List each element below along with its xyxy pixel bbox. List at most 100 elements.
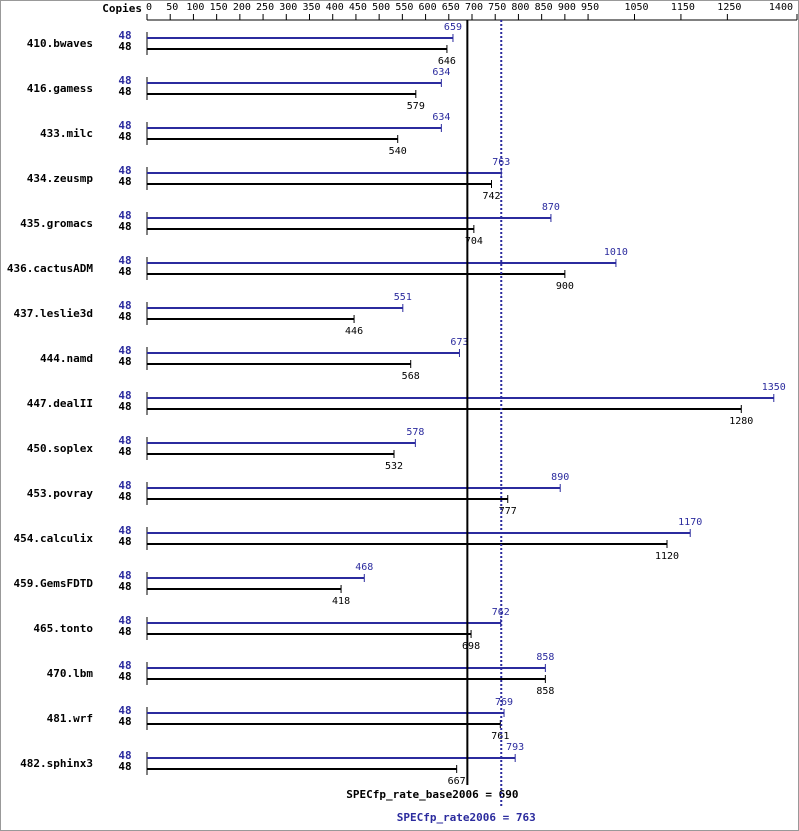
x-tick-label: 150 xyxy=(210,2,228,13)
copies-label: 48 xyxy=(118,344,131,357)
copies-label: 48 xyxy=(118,715,131,728)
x-tick-label: 100 xyxy=(186,2,204,13)
copies-label: 48 xyxy=(118,490,131,503)
value-label: 1170 xyxy=(678,517,702,528)
copies-label: 48 xyxy=(118,389,131,402)
value-label: 468 xyxy=(355,562,373,573)
value-label: 579 xyxy=(407,101,425,112)
value-label: 578 xyxy=(406,427,424,438)
category-label: 470.lbm xyxy=(47,667,94,680)
x-tick-label: 900 xyxy=(558,2,576,13)
category-label: 459.GemsFDTD xyxy=(14,577,94,590)
category-label: 437.leslie3d xyxy=(14,307,93,320)
value-label: 659 xyxy=(444,22,462,33)
copies-label: 48 xyxy=(118,535,131,548)
value-label: 742 xyxy=(482,191,500,202)
value-label: 1350 xyxy=(762,382,786,393)
x-tick-label: 1050 xyxy=(624,2,648,13)
copies-label: 48 xyxy=(118,40,131,53)
x-axis-label: Copies xyxy=(102,2,142,15)
category-label: 481.wrf xyxy=(47,712,93,725)
x-tick-label: 350 xyxy=(302,2,320,13)
value-label: 890 xyxy=(551,472,569,483)
reference-label: SPECfp_rate_base2006 = 690 xyxy=(346,788,518,801)
x-tick-label: 50 xyxy=(166,2,178,13)
x-tick-label: 200 xyxy=(233,2,251,13)
value-label: 763 xyxy=(492,157,510,168)
copies-label: 48 xyxy=(118,400,131,413)
x-tick-label: 650 xyxy=(442,2,460,13)
category-label: 434.zeusmp xyxy=(27,172,94,185)
value-label: 667 xyxy=(448,776,466,787)
x-tick-label: 800 xyxy=(511,2,529,13)
x-tick-label: 1250 xyxy=(717,2,741,13)
x-tick-label: 850 xyxy=(535,2,553,13)
x-tick-label: 1150 xyxy=(671,2,695,13)
copies-label: 48 xyxy=(118,119,131,132)
category-label: 410.bwaves xyxy=(27,37,93,50)
value-label: 446 xyxy=(345,326,363,337)
x-tick-label: 600 xyxy=(419,2,437,13)
copies-label: 48 xyxy=(118,580,131,593)
value-label: 769 xyxy=(495,697,513,708)
category-label: 482.sphinx3 xyxy=(20,757,93,770)
value-label: 858 xyxy=(536,686,554,697)
x-tick-label: 300 xyxy=(279,2,297,13)
x-tick-label: 400 xyxy=(326,2,344,13)
category-label: 447.dealII xyxy=(27,397,93,410)
copies-label: 48 xyxy=(118,614,131,627)
copies-label: 48 xyxy=(118,659,131,672)
copies-label: 48 xyxy=(118,625,131,638)
value-label: 568 xyxy=(402,371,420,382)
value-label: 704 xyxy=(465,236,483,247)
copies-label: 48 xyxy=(118,164,131,177)
copies-label: 48 xyxy=(118,749,131,762)
copies-label: 48 xyxy=(118,265,131,278)
x-tick-label: 700 xyxy=(465,2,483,13)
category-label: 444.namd xyxy=(40,352,93,365)
copies-label: 48 xyxy=(118,74,131,87)
copies-label: 48 xyxy=(118,434,131,447)
value-label: 858 xyxy=(536,652,554,663)
copies-label: 48 xyxy=(118,299,131,312)
category-label: 435.gromacs xyxy=(20,217,93,230)
value-label: 551 xyxy=(394,292,412,303)
category-label: 416.gamess xyxy=(27,82,93,95)
value-label: 1010 xyxy=(604,247,628,258)
copies-label: 48 xyxy=(118,670,131,683)
x-tick-label: 950 xyxy=(581,2,599,13)
value-label: 532 xyxy=(385,461,403,472)
value-label: 870 xyxy=(542,202,560,213)
x-tick-label: 750 xyxy=(488,2,506,13)
copies-label: 48 xyxy=(118,29,131,42)
value-label: 1280 xyxy=(729,416,753,427)
copies-label: 48 xyxy=(118,209,131,222)
x-tick-label: 450 xyxy=(349,2,367,13)
value-label: 634 xyxy=(432,67,450,78)
value-label: 1120 xyxy=(655,551,679,562)
x-tick-label: 500 xyxy=(372,2,390,13)
category-label: 433.milc xyxy=(40,127,93,140)
copies-label: 48 xyxy=(118,479,131,492)
copies-label: 48 xyxy=(118,524,131,537)
x-tick-label: 1400 xyxy=(769,2,793,13)
value-label: 646 xyxy=(438,56,456,67)
copies-label: 48 xyxy=(118,220,131,233)
copies-label: 48 xyxy=(118,704,131,717)
copies-label: 48 xyxy=(118,445,131,458)
value-label: 698 xyxy=(462,641,480,652)
copies-label: 48 xyxy=(118,85,131,98)
copies-label: 48 xyxy=(118,254,131,267)
x-tick-label: 0 xyxy=(146,2,152,13)
copies-label: 48 xyxy=(118,760,131,773)
category-label: 453.povray xyxy=(27,487,94,500)
value-label: 418 xyxy=(332,596,350,607)
category-label: 465.tonto xyxy=(33,622,93,635)
copies-label: 48 xyxy=(118,310,131,323)
reference-label: SPECfp_rate2006 = 763 xyxy=(397,811,536,824)
value-label: 673 xyxy=(450,337,468,348)
value-label: 793 xyxy=(506,742,524,753)
category-label: 454.calculix xyxy=(14,532,94,545)
value-label: 777 xyxy=(499,506,517,517)
